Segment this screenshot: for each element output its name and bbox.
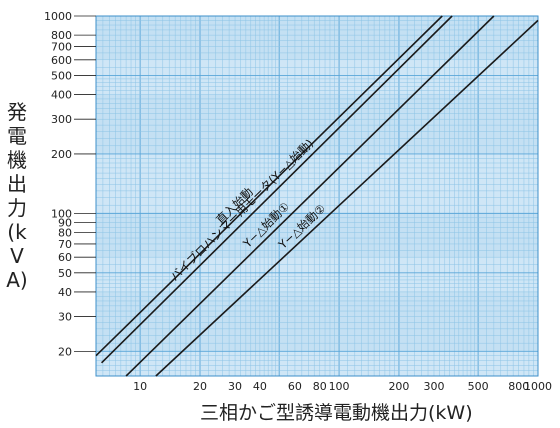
plot-frame (95, 15, 539, 377)
y-tick-label: 1000 (44, 10, 72, 23)
y-tick-label: 70 (58, 238, 72, 251)
x-tick-label: 10 (133, 380, 147, 393)
y-tick-label: 800 (51, 29, 72, 42)
x-axis-label: 三相かご型誘導電動機出力(kW) (200, 402, 473, 424)
y-tick-label: 90 (58, 216, 72, 229)
y-tick-label: 20 (58, 345, 72, 358)
x-tick-label: 1000 (524, 380, 552, 393)
y-tick-label: 50 (58, 267, 72, 280)
plot-band (96, 213, 538, 258)
y-axis-label: 発電機出力(kVA) (6, 100, 28, 292)
series-line (155, 19, 539, 377)
plot-band (96, 94, 538, 154)
y-tick-label: 30 (58, 311, 72, 324)
series-line (95, 15, 443, 357)
plot-band (96, 291, 538, 352)
y-tick-label: 200 (51, 148, 72, 161)
x-tick-label: 300 (423, 380, 444, 393)
y-tick-label: 100 (51, 207, 72, 220)
x-tick-label: 30 (228, 380, 242, 393)
y-tick-label: 60 (58, 251, 72, 264)
y-tick-label: 700 (51, 41, 72, 54)
y-tick-label: 600 (51, 54, 72, 67)
x-tick-label: 100 (329, 380, 350, 393)
series-line (101, 15, 453, 364)
x-tick-label: 80 (313, 380, 327, 393)
plot-background (96, 16, 538, 376)
y-tick-label: 400 (51, 89, 72, 102)
ticks: 10 20 30 40 60 80 100 200 300 500 8001000203040506… (44, 10, 552, 393)
series-line (125, 15, 495, 377)
y-tick-label: 40 (58, 286, 72, 299)
y-tick-label: 500 (51, 69, 72, 82)
plot-band (96, 16, 538, 60)
x-tick-label: 60 (288, 380, 302, 393)
y-tick-label: 80 (58, 227, 72, 240)
x-tick-label: 20 (193, 380, 207, 393)
x-tick-label: 200 (388, 380, 409, 393)
x-tick-label: 500 (468, 380, 489, 393)
x-tick-label: 800 (508, 380, 529, 393)
y-tick-label: 300 (51, 113, 72, 126)
x-tick-label: 40 (253, 380, 267, 393)
series-lines (95, 15, 539, 377)
